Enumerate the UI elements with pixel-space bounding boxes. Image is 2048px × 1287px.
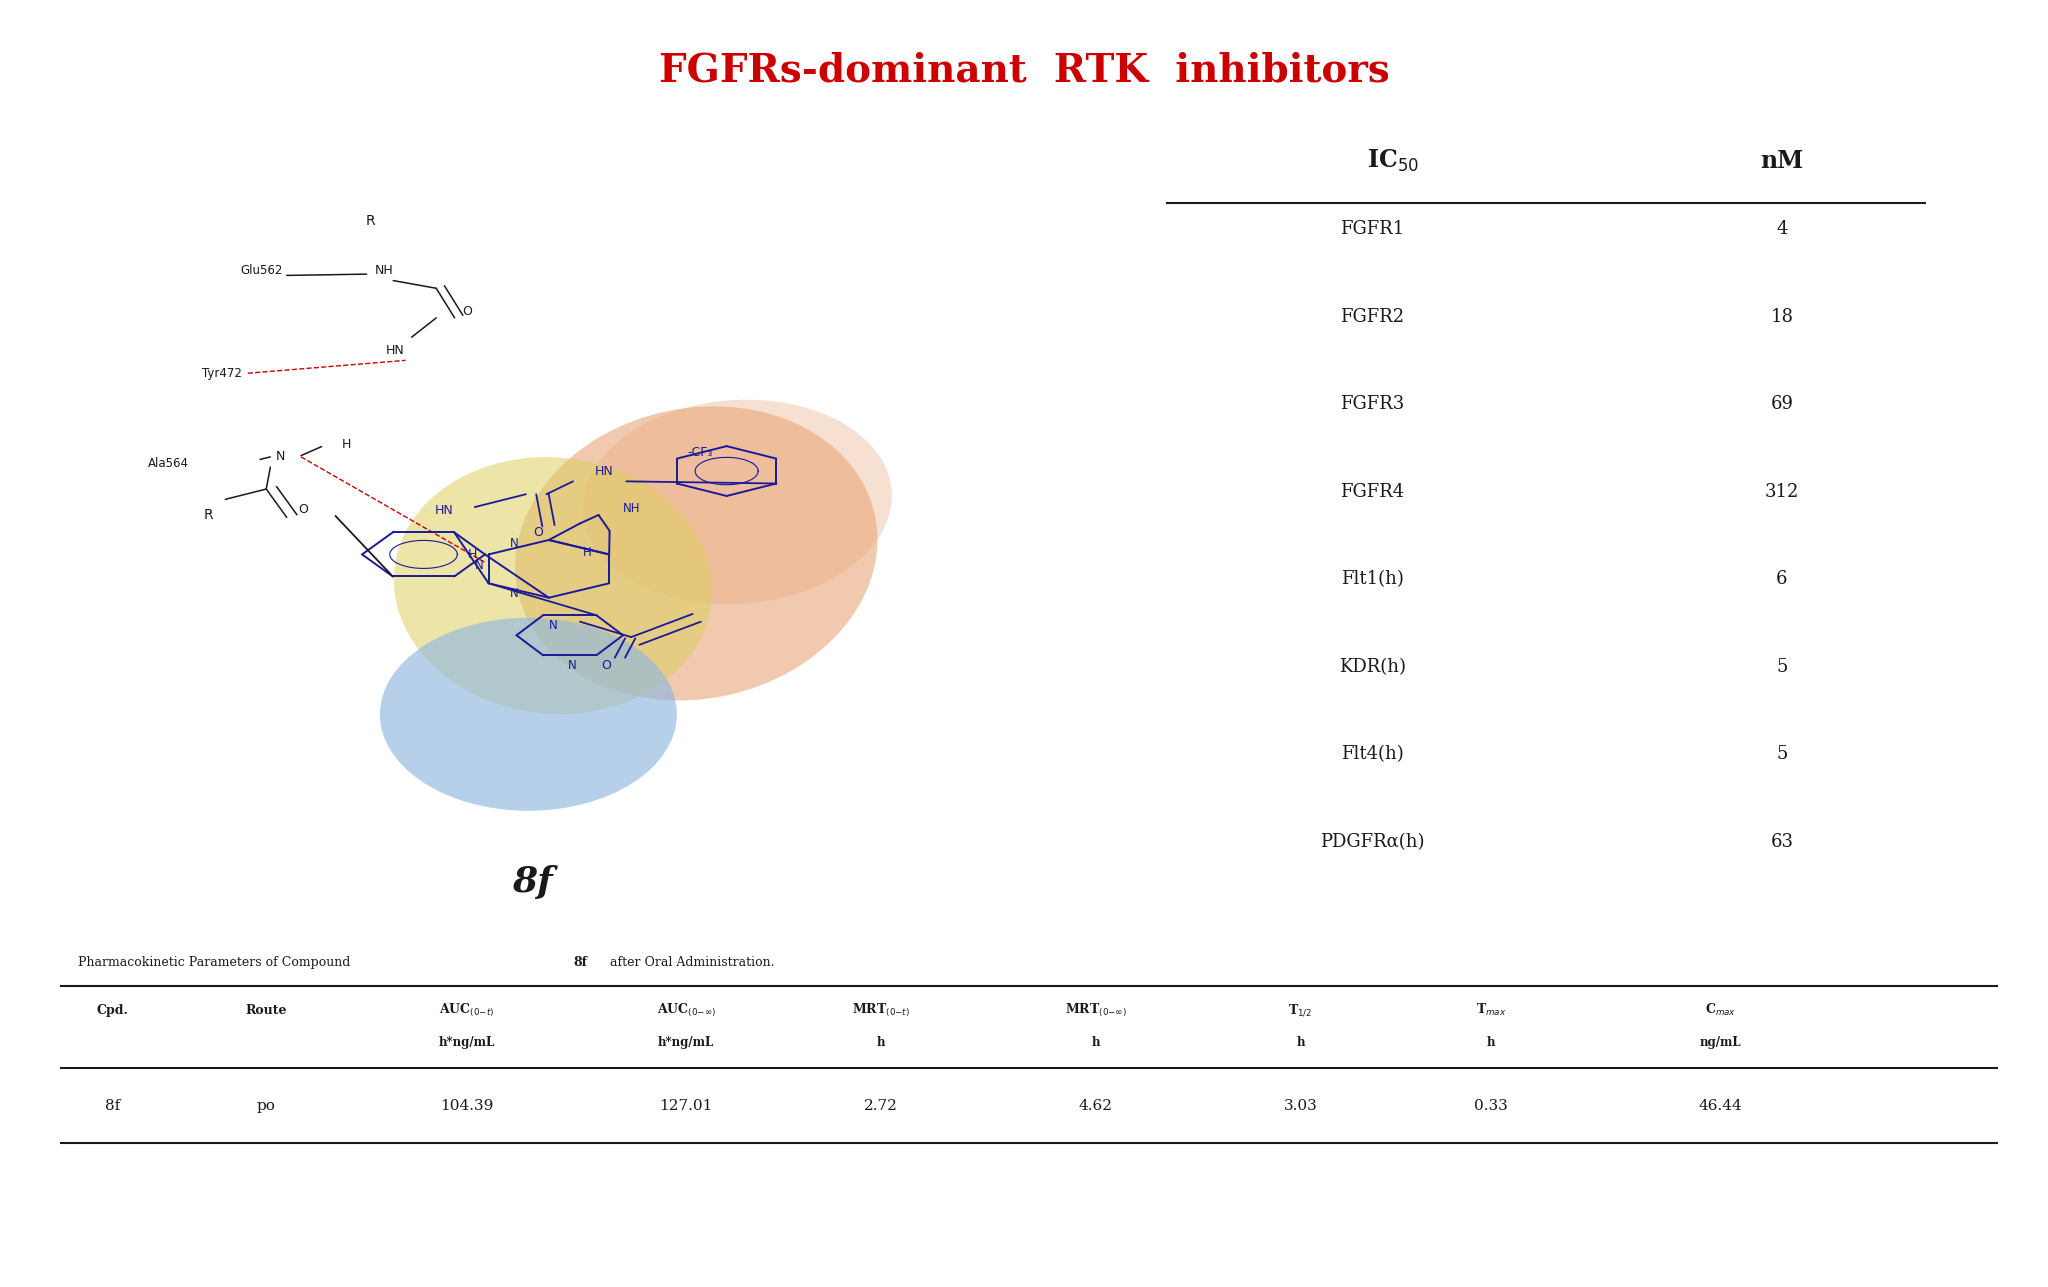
Text: FGFR1: FGFR1 xyxy=(1339,220,1405,238)
Text: AUC$_{(0\mathrm{-}t)}$: AUC$_{(0\mathrm{-}t)}$ xyxy=(440,1001,494,1019)
Text: N: N xyxy=(510,537,518,551)
Text: 69: 69 xyxy=(1769,395,1794,413)
Text: Route: Route xyxy=(246,1004,287,1017)
Text: Ala564: Ala564 xyxy=(147,457,188,470)
Text: ng/mL: ng/mL xyxy=(1700,1036,1741,1049)
Text: PDGFRα(h): PDGFRα(h) xyxy=(1319,833,1425,851)
Text: h: h xyxy=(1296,1036,1305,1049)
Text: H: H xyxy=(584,547,592,560)
Text: 18: 18 xyxy=(1769,308,1794,326)
Text: C$_{max}$: C$_{max}$ xyxy=(1704,1003,1737,1018)
Ellipse shape xyxy=(516,407,877,700)
Text: Tyr472: Tyr472 xyxy=(203,367,242,380)
Text: FGFR4: FGFR4 xyxy=(1339,483,1405,501)
Text: Flt4(h): Flt4(h) xyxy=(1341,745,1403,763)
Text: N: N xyxy=(567,659,575,672)
Text: 312: 312 xyxy=(1765,483,1798,501)
Text: Glu562: Glu562 xyxy=(240,264,283,277)
Text: NH: NH xyxy=(623,502,641,515)
Text: 5: 5 xyxy=(1776,658,1788,676)
Text: FGFRs-dominant  RTK  inhibitors: FGFRs-dominant RTK inhibitors xyxy=(659,51,1389,90)
Text: 0.33: 0.33 xyxy=(1475,1099,1507,1112)
Text: H: H xyxy=(342,438,352,450)
Text: nM: nM xyxy=(1759,149,1804,172)
Text: O: O xyxy=(602,659,612,672)
Text: -CF₃: -CF₃ xyxy=(688,445,713,458)
Text: h: h xyxy=(877,1036,885,1049)
Text: Flt1(h): Flt1(h) xyxy=(1341,570,1403,588)
Text: R: R xyxy=(205,508,213,521)
Text: KDR(h): KDR(h) xyxy=(1339,658,1405,676)
Text: NH: NH xyxy=(375,264,393,277)
Text: H: H xyxy=(467,548,477,561)
Text: R: R xyxy=(367,215,375,228)
Text: N: N xyxy=(475,560,483,573)
Ellipse shape xyxy=(393,457,713,714)
Text: 4: 4 xyxy=(1776,220,1788,238)
Text: 4.62: 4.62 xyxy=(1079,1099,1112,1112)
Text: HN: HN xyxy=(385,344,406,356)
Text: Pharmacokinetic Parameters of Compound: Pharmacokinetic Parameters of Compound xyxy=(78,956,354,969)
Text: N: N xyxy=(549,619,557,632)
Text: 5: 5 xyxy=(1776,745,1788,763)
Text: O: O xyxy=(532,526,543,539)
Text: 63: 63 xyxy=(1769,833,1794,851)
Text: FGFR3: FGFR3 xyxy=(1339,395,1405,413)
Text: HN: HN xyxy=(434,505,453,517)
Text: 104.39: 104.39 xyxy=(440,1099,494,1112)
Text: h*ng/mL: h*ng/mL xyxy=(657,1036,715,1049)
Text: 2.72: 2.72 xyxy=(864,1099,897,1112)
Text: h: h xyxy=(1487,1036,1495,1049)
Text: 8f: 8f xyxy=(104,1099,121,1112)
Text: AUC$_{(0\mathrm{-}\infty)}$: AUC$_{(0\mathrm{-}\infty)}$ xyxy=(657,1001,715,1019)
Text: O: O xyxy=(299,503,307,516)
Text: h*ng/mL: h*ng/mL xyxy=(438,1036,496,1049)
Text: after Oral Administration.: after Oral Administration. xyxy=(606,956,774,969)
Text: MRT$_{(0\mathrm{-}\infty)}$: MRT$_{(0\mathrm{-}\infty)}$ xyxy=(1065,1001,1126,1019)
Text: h: h xyxy=(1092,1036,1100,1049)
Text: 3.03: 3.03 xyxy=(1284,1099,1317,1112)
Text: Cpd.: Cpd. xyxy=(96,1004,129,1017)
Text: 8f: 8f xyxy=(512,865,553,898)
Ellipse shape xyxy=(381,618,676,811)
Text: MRT$_{(0\mathrm{-}t)}$: MRT$_{(0\mathrm{-}t)}$ xyxy=(852,1001,909,1019)
Text: po: po xyxy=(256,1099,276,1112)
Text: N: N xyxy=(276,450,285,463)
Text: 127.01: 127.01 xyxy=(659,1099,713,1112)
Text: T$_{max}$: T$_{max}$ xyxy=(1477,1003,1505,1018)
Text: 46.44: 46.44 xyxy=(1698,1099,1743,1112)
Text: T$_{1/2}$: T$_{1/2}$ xyxy=(1288,1003,1313,1018)
Text: 8f: 8f xyxy=(573,956,588,969)
Text: O: O xyxy=(463,305,471,318)
Ellipse shape xyxy=(582,400,893,604)
Text: HN: HN xyxy=(594,465,612,477)
Text: N: N xyxy=(510,587,518,601)
Text: 6: 6 xyxy=(1776,570,1788,588)
Text: FGFR2: FGFR2 xyxy=(1339,308,1405,326)
Text: IC$_{50}$: IC$_{50}$ xyxy=(1366,148,1419,174)
